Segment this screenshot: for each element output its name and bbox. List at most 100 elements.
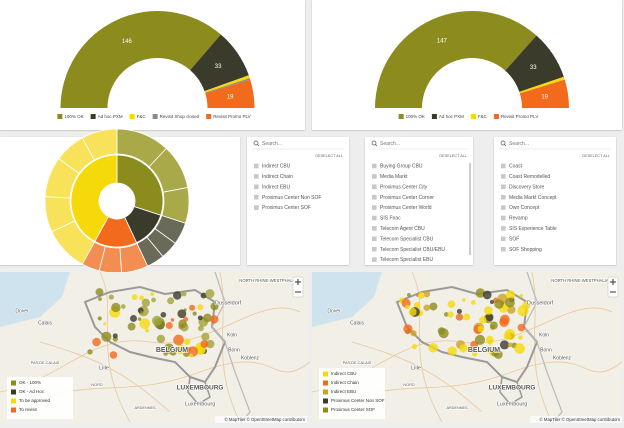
map-marker[interactable] [423,304,431,312]
filter-item[interactable]: Indirect Chain [262,174,293,180]
filter-item[interactable]: Telecom Agent CBU [380,226,425,232]
map-marker[interactable] [405,304,410,310]
map-marker[interactable] [485,313,494,322]
filter-item[interactable]: Buying Group CBU [380,164,423,170]
checkbox[interactable] [254,194,259,200]
map-marker[interactable] [87,349,93,355]
map-marker[interactable] [499,317,509,328]
filter-item[interactable]: Coast [509,164,523,170]
map-marker[interactable] [103,322,107,326]
map-marker[interactable] [197,304,204,311]
filter-item[interactable]: Discovery Store [509,184,545,190]
map-marker[interactable] [406,293,411,297]
checkbox[interactable] [372,215,377,221]
map-marker[interactable] [131,294,138,301]
map-marker[interactable] [160,311,167,318]
map-marker[interactable] [183,316,189,322]
filter-item[interactable]: Proximus Center Non SOF [262,195,321,201]
map-marker[interactable] [487,339,493,345]
map-marker[interactable] [183,338,191,345]
search-input[interactable]: Search... [380,141,400,147]
map-marker[interactable] [201,332,210,341]
filter-item[interactable]: SIS Fnac [380,216,401,222]
map-marker[interactable] [109,351,118,359]
map-marker[interactable] [108,294,114,300]
map-marker[interactable] [181,290,187,297]
map-marker[interactable] [165,322,173,330]
map-marker[interactable] [428,342,438,353]
checkbox[interactable] [501,226,506,231]
map-marker[interactable] [145,328,150,333]
checkbox[interactable] [254,205,259,210]
zoom-in[interactable] [610,279,616,285]
filter-item[interactable]: Proximus Center SOF [262,205,311,211]
map-marker[interactable] [447,346,457,356]
map-marker[interactable] [447,300,456,309]
map-marker[interactable] [111,302,121,313]
checkbox[interactable] [254,184,259,190]
map-marker[interactable] [177,309,187,319]
map-marker[interactable] [499,340,510,350]
filter-item[interactable]: Telecom Specialist CBU/EBU [380,247,445,253]
map-marker[interactable] [506,305,516,314]
map-marker[interactable] [494,299,504,309]
map-marker[interactable] [127,322,136,331]
filter-item[interactable]: Revamp [509,216,528,222]
checkbox[interactable] [372,163,377,169]
checkbox[interactable] [372,194,377,200]
map-marker[interactable] [95,288,104,297]
checkbox[interactable] [254,174,259,179]
map-marker[interactable] [151,297,156,303]
search-input[interactable]: Search... [509,141,529,147]
map-marker[interactable] [423,290,431,298]
map-marker[interactable] [429,302,438,311]
checkbox[interactable] [501,205,506,210]
deselect-all[interactable]: DESELECT ALL [439,154,467,158]
map-marker[interactable] [200,339,209,349]
filter-item[interactable]: Telecom Specialist EBU [380,257,433,263]
map-marker[interactable] [507,342,513,348]
map-marker[interactable] [173,334,184,346]
map-marker[interactable] [189,304,196,311]
map-marker[interactable] [197,315,203,321]
map[interactable]: Dover Calais Dusseldorf NORTH RHINE-WESTPHA… [311,271,623,424]
map-marker[interactable] [456,308,462,314]
map-marker[interactable] [408,307,417,316]
checkbox[interactable] [501,163,506,169]
map-marker[interactable] [170,318,175,322]
checkbox[interactable] [372,246,377,252]
search-input[interactable]: Search... [262,141,282,147]
map-marker[interactable] [98,297,102,301]
checkbox[interactable] [501,215,506,221]
map-marker[interactable] [130,314,137,322]
checkbox[interactable] [372,205,377,210]
map-marker[interactable] [438,328,449,339]
map-marker[interactable] [163,351,168,356]
map-marker[interactable] [474,334,486,345]
filter-item[interactable]: Own Concept [509,205,540,211]
map-marker[interactable] [410,330,417,337]
map-marker[interactable] [484,306,493,315]
filter-item[interactable]: Indirect EBU [262,184,290,190]
map-marker[interactable] [518,335,523,340]
map-marker[interactable] [97,316,102,321]
map-marker[interactable] [489,321,498,330]
filter-item[interactable]: Telecom Specialist CBU [380,236,434,242]
checkbox[interactable] [501,194,506,200]
checkbox[interactable] [372,257,377,262]
map-marker[interactable] [188,353,194,358]
map-marker[interactable] [479,316,487,324]
map-marker[interactable] [455,313,464,321]
deselect-all[interactable]: DESELECT ALL [582,154,610,158]
map-marker[interactable] [417,292,425,299]
map-marker[interactable] [163,343,175,354]
filter-item[interactable]: Proximus Center World [380,205,432,211]
filter-item[interactable]: Indirect CBU [262,164,291,170]
map-marker[interactable] [192,311,197,316]
map-marker[interactable] [137,317,142,321]
map-marker[interactable] [120,304,126,309]
map-marker[interactable] [517,323,526,332]
filter-item[interactable]: Proximus Center City [380,184,428,190]
map-marker[interactable] [477,325,485,333]
map-marker[interactable] [462,298,466,302]
